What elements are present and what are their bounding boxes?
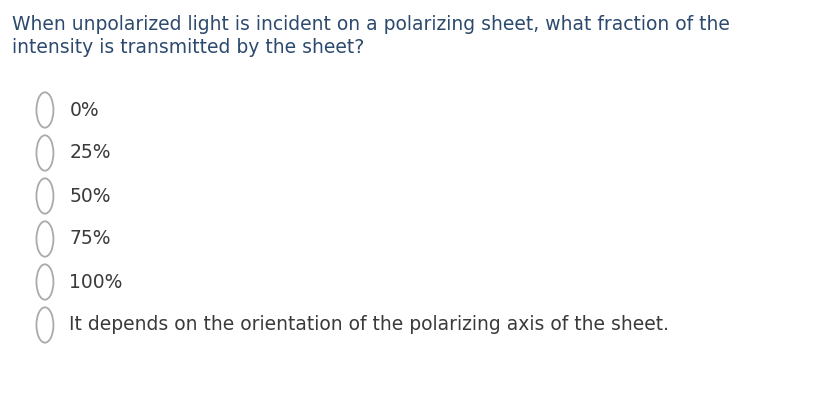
Text: intensity is transmitted by the sheet?: intensity is transmitted by the sheet? <box>12 38 364 57</box>
Text: 50%: 50% <box>69 187 111 206</box>
Text: It depends on the orientation of the polarizing axis of the sheet.: It depends on the orientation of the pol… <box>69 316 669 334</box>
Text: 0%: 0% <box>69 101 99 119</box>
Text: 75%: 75% <box>69 230 111 248</box>
Text: When unpolarized light is incident on a polarizing sheet, what fraction of the: When unpolarized light is incident on a … <box>12 15 730 34</box>
Text: 100%: 100% <box>69 272 123 292</box>
Text: 25%: 25% <box>69 143 111 162</box>
